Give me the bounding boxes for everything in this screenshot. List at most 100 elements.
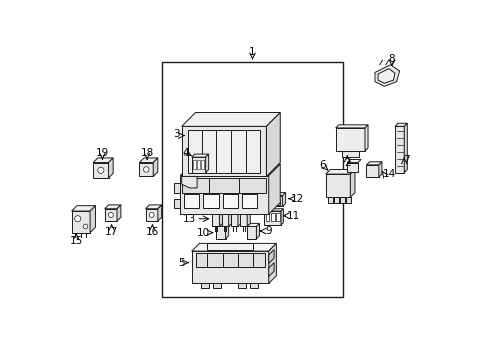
Circle shape [340,132,346,139]
Bar [197,160,200,170]
Bar [270,213,274,221]
Polygon shape [349,170,354,197]
Polygon shape [216,223,228,226]
Polygon shape [221,210,231,213]
Text: 17: 17 [105,227,118,237]
Polygon shape [212,210,222,213]
Bar [193,160,196,170]
Polygon shape [340,197,344,203]
Polygon shape [139,158,158,163]
Bar [265,213,269,221]
Polygon shape [268,243,276,283]
Polygon shape [335,125,367,128]
Polygon shape [366,165,378,177]
Text: 13: 13 [183,214,196,224]
Polygon shape [222,194,238,208]
Polygon shape [240,213,246,226]
Polygon shape [230,213,238,226]
Polygon shape [216,226,225,239]
Polygon shape [266,112,280,176]
Text: 4: 4 [182,148,188,158]
Text: 11: 11 [286,211,299,221]
Polygon shape [203,194,218,208]
Polygon shape [93,158,113,163]
Text: 18: 18 [140,148,153,158]
Circle shape [108,212,113,217]
Circle shape [75,216,81,222]
Polygon shape [394,126,404,172]
Polygon shape [213,283,221,288]
Polygon shape [238,210,241,226]
Polygon shape [394,123,407,126]
Polygon shape [191,243,276,251]
Polygon shape [264,211,281,225]
Polygon shape [174,199,180,208]
Text: 9: 9 [265,226,271,236]
Polygon shape [183,194,199,208]
Polygon shape [374,65,399,86]
Polygon shape [195,253,264,266]
Polygon shape [180,176,268,214]
Polygon shape [268,249,274,264]
Bar [201,160,203,170]
Polygon shape [282,193,285,206]
Text: 2: 2 [343,158,350,167]
Polygon shape [182,176,197,188]
Polygon shape [325,170,354,174]
Polygon shape [404,123,407,172]
Polygon shape [366,162,381,165]
Polygon shape [241,194,257,208]
Polygon shape [117,205,121,221]
Polygon shape [246,223,259,226]
Polygon shape [145,205,162,209]
Polygon shape [90,206,95,233]
Polygon shape [341,151,358,157]
Polygon shape [153,158,158,176]
Circle shape [143,167,149,172]
Polygon shape [191,154,208,157]
Polygon shape [325,174,349,197]
Polygon shape [182,126,266,176]
Polygon shape [346,197,350,203]
Circle shape [149,212,154,217]
Polygon shape [246,226,256,239]
Polygon shape [240,210,250,213]
Text: 15: 15 [69,236,82,246]
Text: 1: 1 [249,48,255,58]
Polygon shape [174,183,180,193]
Circle shape [98,167,104,173]
Polygon shape [270,195,282,206]
Text: 6: 6 [319,160,325,170]
Polygon shape [71,206,95,211]
Polygon shape [272,199,280,205]
Text: 3: 3 [173,129,179,139]
Polygon shape [346,159,360,163]
Polygon shape [228,210,231,226]
Polygon shape [346,163,357,172]
Polygon shape [270,193,285,195]
Polygon shape [145,209,158,221]
Polygon shape [182,112,280,126]
Text: 12: 12 [290,194,303,204]
Circle shape [353,140,360,147]
Polygon shape [281,209,283,225]
Polygon shape [180,164,280,176]
Polygon shape [191,157,205,172]
Polygon shape [327,197,332,203]
Polygon shape [191,251,268,283]
Polygon shape [104,209,117,221]
Text: 16: 16 [145,227,159,237]
Polygon shape [108,158,113,178]
Polygon shape [264,209,283,211]
Text: 5: 5 [178,258,184,267]
Polygon shape [187,130,260,172]
Bar [162,62,343,297]
Text: 14: 14 [382,169,395,179]
Text: 8: 8 [388,54,394,64]
Text: 7: 7 [403,155,409,165]
Polygon shape [139,163,153,176]
Polygon shape [158,205,162,221]
Polygon shape [221,213,228,226]
Polygon shape [207,243,253,249]
Polygon shape [256,223,259,239]
